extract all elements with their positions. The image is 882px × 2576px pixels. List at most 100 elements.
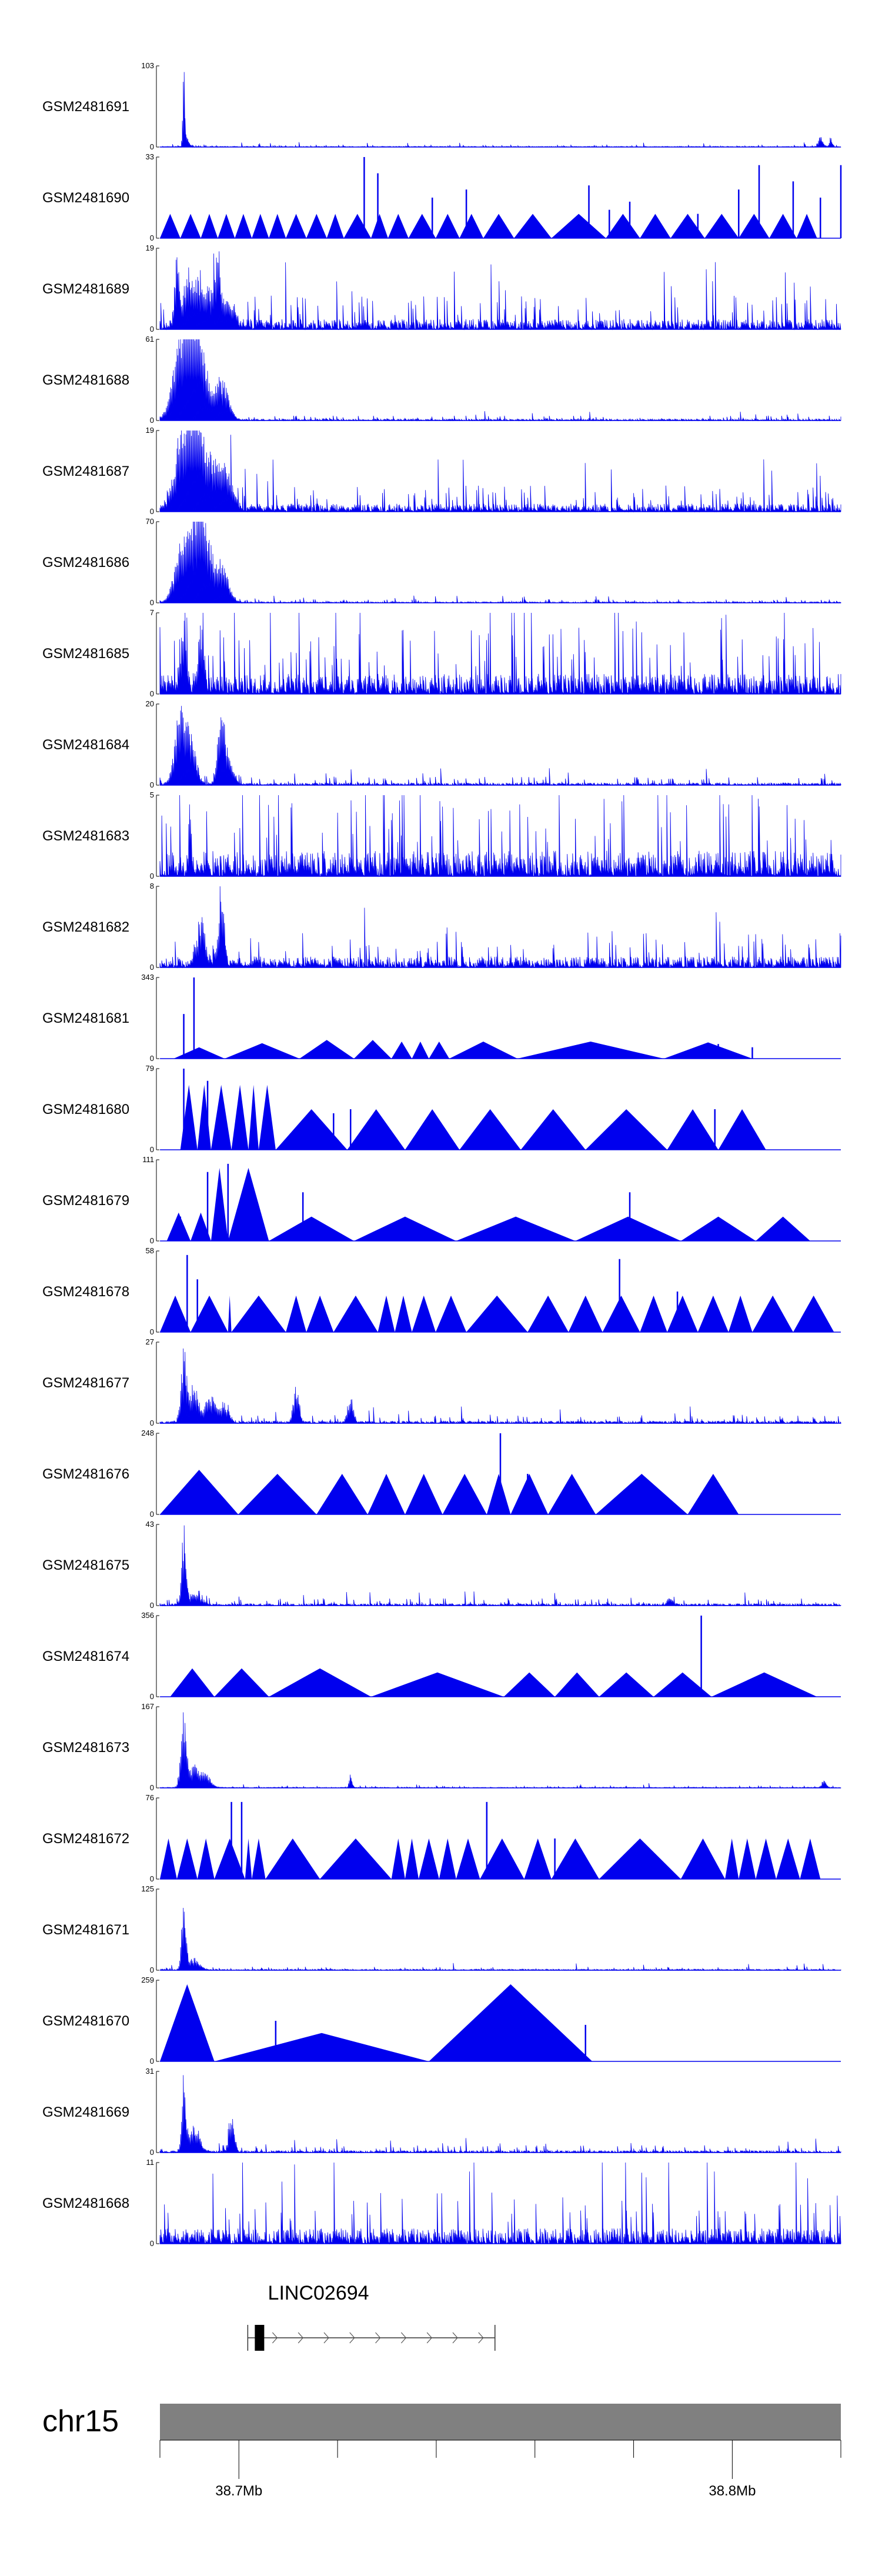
coverage-triangle [316,1474,368,1514]
y-min-label: 0 [150,507,154,516]
coverage-triangle [387,213,409,238]
coverage-area [159,1907,841,1971]
coverage-triangle [653,1672,711,1697]
coverage-triangle [667,1295,698,1332]
coverage-triangle [166,1212,191,1241]
strand-arrow [426,2332,432,2344]
coverage-triangle [265,1838,320,1879]
coverage-triangle [769,213,797,238]
strand-arrow [323,2332,329,2344]
coverage-triangle [286,213,306,238]
coverage-triangle [718,1109,766,1150]
coverage-triangle [333,1295,378,1332]
coverage-triangle [248,1085,259,1150]
coverage-triangle [214,1668,269,1697]
track-label: GSM2481673 [42,1740,129,1756]
track-GSM2481689: GSM2481689 19 0 [42,243,841,333]
track-label: GSM2481681 [42,1010,129,1026]
track-GSM2481671: GSM2481671 125 0 [42,1884,841,1974]
coverage-area [159,1712,841,1789]
strand-arrow [478,2332,484,2344]
y-max-label: 343 [141,973,154,982]
track-label: GSM2481682 [42,919,129,935]
y-max-label: 76 [146,1793,154,1802]
gene-track: LINC02694 [247,2282,496,2351]
track-label: GSM2481685 [42,646,129,662]
coverage-triangle [354,1040,392,1059]
y-min-label: 0 [150,1874,154,1883]
y-max-label: 259 [141,1976,154,1984]
ideogram-bar [160,2404,841,2440]
coverage-area [159,2162,841,2245]
track-GSM2481676: GSM2481676 248 0 [42,1429,841,1519]
y-max-label: 356 [141,1611,154,1620]
y-min-label: 0 [150,598,154,607]
y-max-label: 11 [146,2158,155,2167]
track-label: GSM2481670 [42,2013,129,2029]
track-label: GSM2481684 [42,737,129,753]
coverage-triangle [456,1838,480,1879]
coverage-triangle [269,1216,354,1241]
y-min-label: 0 [150,1054,154,1063]
coverage-triangle [728,1295,753,1332]
coverage-triangle [377,1295,395,1332]
coverage-triangle [429,1042,450,1059]
y-max-label: 111 [142,1155,154,1164]
strand-arrow [349,2332,355,2344]
coverage-triangle [180,1085,198,1150]
y-max-label: 19 [146,426,154,435]
track-label: GSM2481679 [42,1193,129,1209]
coverage-triangle [160,1984,215,2061]
track-GSM2481683: GSM2481683 5 0 [42,790,841,880]
coverage-triangle [739,1838,756,1879]
coverage-triangle [391,1042,412,1059]
coverage-triangle [231,1085,249,1150]
coverage-triangle [306,1295,334,1332]
coverage-area [159,886,841,969]
track-GSM2481669: GSM2481669 31 0 [42,2067,841,2157]
coverage-triangle [527,1295,569,1332]
coverage-area [159,795,841,877]
coverage-triangle [299,1040,354,1059]
y-min-label: 0 [150,2148,154,2157]
track-GSM2481668: GSM2481668 11 0 [42,2158,841,2248]
coverage-area [159,2075,841,2154]
coverage-triangle [466,1295,528,1332]
coverage-area [159,1525,841,1607]
coverage-triangle [725,1838,739,1879]
y-min-label: 0 [150,1783,154,1792]
coverage-triangle [320,1838,392,1879]
track-GSM2481681: GSM2481681 343 0 [42,973,841,1063]
track-label: GSM2481691 [42,99,129,115]
coverage-triangle [269,1668,371,1697]
coverage-triangle [429,1984,593,2061]
coverage-triangle [524,1838,552,1879]
y-max-label: 8 [150,882,154,890]
coverage-triangle [704,213,739,238]
track-GSM2481677: GSM2481677 27 0 [42,1337,841,1427]
coverage-triangle [371,1672,504,1697]
y-max-label: 5 [150,790,154,799]
track-GSM2481688: GSM2481688 61 0 [42,335,841,425]
coverage-triangle [756,1838,776,1879]
coverage-triangle [575,1216,681,1241]
coverage-area [159,339,841,422]
coverage-area [159,251,841,331]
track-label: GSM2481680 [42,1102,129,1117]
track-label: GSM2481687 [42,463,129,479]
coverage-triangle [306,213,327,238]
coverage-triangle [343,213,371,238]
coverage-triangle [670,213,705,238]
y-max-label: 31 [146,2067,154,2076]
track-GSM2481673: GSM2481673 167 0 [42,1702,841,1792]
track-GSM2481682: GSM2481682 8 0 [42,882,841,972]
strand-arrow [375,2332,381,2344]
ideogram-track: chr15 [42,2404,841,2440]
coverage-triangle [160,1295,191,1332]
track-label: GSM2481668 [42,2195,129,2211]
coverage-triangle [228,1167,269,1241]
coverage-triangle [191,1295,228,1332]
coverage-triangle [286,1295,306,1332]
track-label: GSM2481683 [42,828,129,844]
coverage-triangle [602,1295,640,1332]
